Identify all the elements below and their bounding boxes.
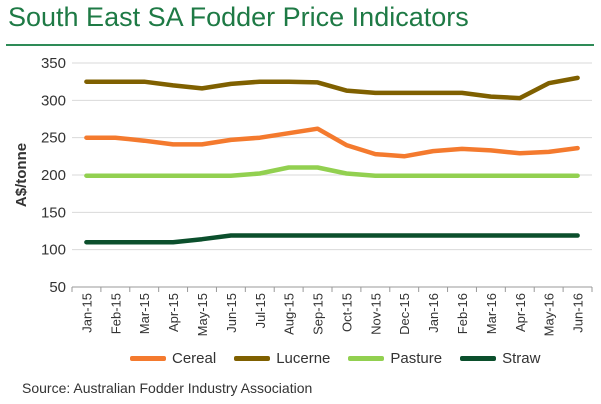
y-tick-label: 50 — [49, 279, 66, 296]
legend-swatch — [130, 356, 166, 361]
legend-label: Lucerne — [276, 350, 331, 367]
legend-item-pasture: Pasture — [348, 350, 442, 367]
source-note: Source: Australian Fodder Industry Assoc… — [22, 380, 313, 396]
y-axis-label: A$/tonne — [13, 143, 30, 207]
x-tick-label: Mar-16 — [484, 293, 499, 334]
x-tick-label: Apr-15 — [166, 293, 181, 332]
x-axis: Jan-15 Feb-15 Mar-15 Apr-15 May-15 Jun-15 Jul-… — [71, 287, 593, 336]
series-line-lucerne — [84, 75, 580, 101]
legend-swatch — [348, 356, 385, 361]
x-tick-label: Oct-15 — [339, 293, 354, 332]
x-tick-label: Mar-15 — [137, 293, 152, 334]
x-tick-label: Jun-16 — [571, 293, 586, 333]
legend-item-lucerne: Lucerne — [234, 350, 330, 367]
x-tick-label: Jun-15 — [224, 293, 239, 333]
title-divider — [6, 44, 594, 46]
y-tick-label: 250 — [41, 130, 66, 147]
y-tick-label: 150 — [41, 204, 66, 221]
y-tick-label: 300 — [41, 92, 66, 109]
series-line-straw — [84, 233, 580, 245]
legend-label: Straw — [502, 350, 541, 367]
y-axis: 50 100 150 200 250 300 350 — [41, 55, 66, 296]
legend-swatch — [460, 356, 497, 361]
legend-item-straw: Straw — [460, 350, 540, 367]
x-tick-label: Dec-15 — [397, 293, 412, 335]
legend: Cereal Lucerne Pasture Straw — [130, 350, 540, 367]
x-tick-label: Apr-16 — [513, 293, 528, 332]
legend-swatch — [234, 356, 271, 361]
chart-title: South East SA Fodder Price Indicators — [8, 2, 469, 32]
x-tick-label: Feb-16 — [455, 293, 470, 334]
x-tick-label: May-15 — [195, 293, 210, 336]
x-tick-label: Feb-15 — [108, 293, 123, 334]
legend-item-cereal: Cereal — [130, 350, 216, 367]
x-tick-label: Jan-16 — [426, 293, 441, 333]
y-tick-label: 100 — [41, 242, 66, 259]
series-line-cereal — [84, 126, 580, 159]
x-tick-label: Nov-15 — [368, 293, 383, 335]
series-lines — [84, 75, 580, 245]
legend-label: Pasture — [390, 350, 443, 367]
x-tick-label: Aug-15 — [282, 293, 297, 335]
y-tick-label: 200 — [41, 167, 66, 184]
x-tick-label: Sep-15 — [311, 293, 326, 335]
series-line-pasture — [84, 165, 580, 178]
x-tick-label: Jul-15 — [253, 293, 268, 328]
legend-label: Cereal — [172, 350, 217, 367]
x-tick-label: Jan-15 — [79, 293, 94, 333]
y-tick-label: 350 — [41, 55, 66, 72]
x-tick-label: May-16 — [542, 293, 557, 336]
